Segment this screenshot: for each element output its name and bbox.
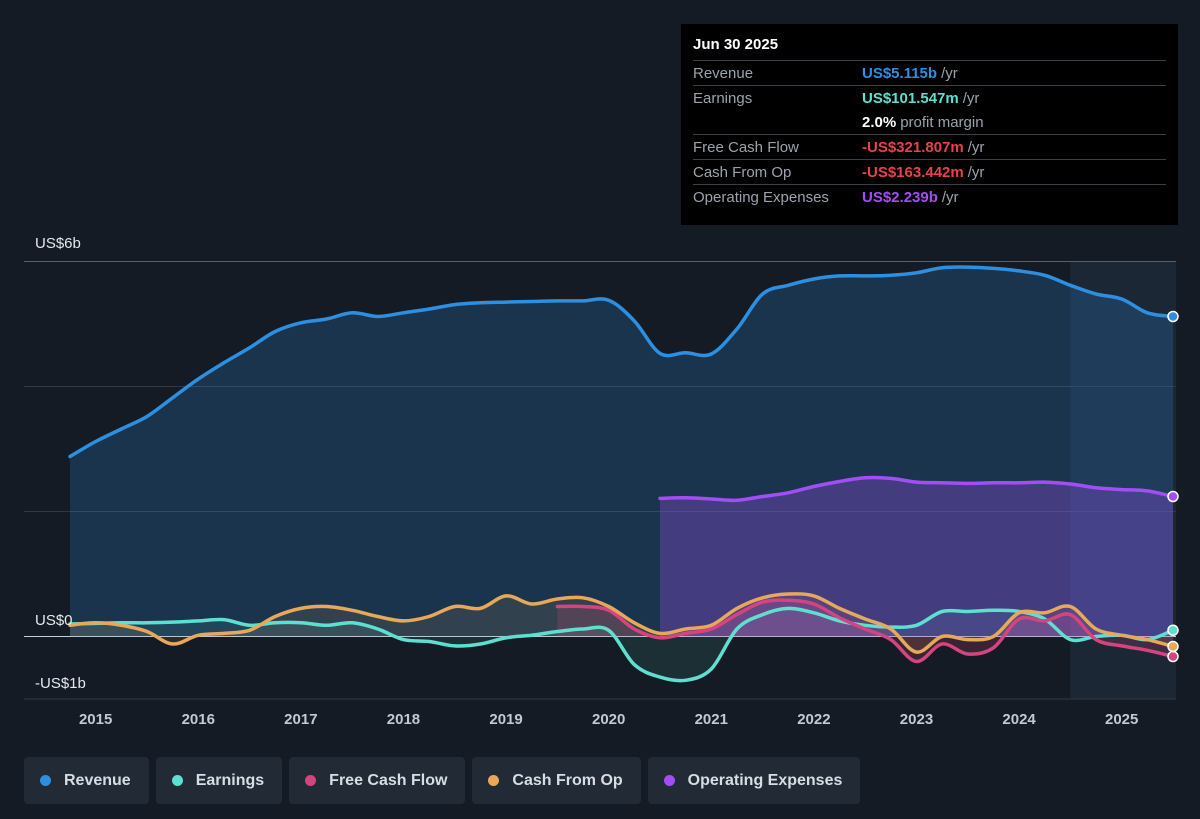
operating-expenses-end-marker xyxy=(1167,490,1179,503)
cash-from-op-area xyxy=(70,593,1173,653)
y-axis-labels: US$6b US$0 -US$1b xyxy=(35,235,86,692)
legend-label: Revenue xyxy=(64,771,131,789)
tooltip-row: Revenue US$5.115b/yr xyxy=(693,60,1166,85)
tooltip-value: US$101.547m xyxy=(862,89,959,107)
forecast-shade xyxy=(1070,261,1176,699)
y-tick-label: US$0 xyxy=(35,612,73,629)
x-tick-label: 2017 xyxy=(284,711,317,728)
tooltip-label: Earnings xyxy=(693,89,753,107)
x-tick-label: 2018 xyxy=(387,711,420,728)
tooltip-unit: /yr xyxy=(967,138,985,156)
legend-label: Cash From Op xyxy=(512,771,623,789)
tooltip-unit: /yr xyxy=(941,64,958,82)
tooltip-value: -US$321.807m xyxy=(862,138,964,156)
x-tick-label: 2021 xyxy=(695,711,728,728)
x-tick-label: 2025 xyxy=(1105,711,1138,728)
cash-from-op-line xyxy=(68,592,1175,654)
x-tick-label: 2015 xyxy=(79,711,112,728)
tooltip-unit: profit margin xyxy=(900,113,984,131)
end-point-markers xyxy=(1167,310,1179,663)
tooltip-label: Free Cash Flow xyxy=(693,138,799,156)
legend-dot-icon xyxy=(488,775,500,786)
revenue-line xyxy=(68,265,1175,459)
x-tick-label: 2016 xyxy=(182,711,215,728)
tooltip-label: Operating Expenses xyxy=(693,188,829,206)
x-tick-label: 2024 xyxy=(1002,711,1036,728)
tooltip-date: Jun 30 2025 xyxy=(693,36,779,53)
tooltip-unit: /yr xyxy=(962,89,980,107)
legend-item-free-cash-flow[interactable]: Free Cash Flow xyxy=(289,757,466,804)
operating-expenses-area xyxy=(660,477,1173,637)
operating-expenses-line xyxy=(658,475,1175,503)
legend-item-cash-from-op[interactable]: Cash From Op xyxy=(472,757,641,804)
legend-dot-icon xyxy=(663,775,675,786)
legend-item-operating-expenses[interactable]: Operating Expenses xyxy=(647,757,861,804)
legend-dot-icon xyxy=(171,775,183,786)
series-lines xyxy=(68,265,1175,683)
revenue-end-marker xyxy=(1167,310,1179,323)
x-tick-label: 2022 xyxy=(797,711,830,728)
tooltip-value: -US$163.442m xyxy=(862,163,964,181)
tooltip-unit: /yr xyxy=(941,188,959,206)
tooltip-value: 2.0% xyxy=(862,113,897,131)
revenue-area xyxy=(70,267,1173,637)
free-cash-flow-line xyxy=(555,598,1175,664)
x-tick-label: 2023 xyxy=(900,711,933,728)
legend-item-revenue[interactable]: Revenue xyxy=(24,757,149,804)
x-tick-label: 2020 xyxy=(592,711,625,728)
legend-label: Earnings xyxy=(195,771,265,789)
legend-dot-icon xyxy=(305,775,317,786)
tooltip-row: Free Cash Flow -US$321.807m/yr xyxy=(693,134,1166,159)
legend: Revenue Earnings Free Cash Flow Cash From O… xyxy=(24,757,861,804)
forecast-region xyxy=(1070,261,1176,699)
legend-item-earnings[interactable]: Earnings xyxy=(155,757,283,804)
grid xyxy=(24,261,1176,700)
earnings-line xyxy=(68,606,1175,683)
legend-label: Free Cash Flow xyxy=(329,771,448,789)
tooltip-value: US$2.239b xyxy=(862,188,938,206)
tooltip-row: Cash From Op -US$163.442m/yr xyxy=(693,159,1166,184)
y-tick-label: US$6b xyxy=(35,235,81,252)
free-cash-flow-end-marker xyxy=(1167,650,1179,663)
tooltip-row: Operating Expenses US$2.239b/yr xyxy=(693,184,1166,209)
tooltip-row: Earnings US$101.547m/yr xyxy=(693,85,1166,110)
earnings-end-marker xyxy=(1167,624,1179,636)
x-tick-label: 2019 xyxy=(489,711,522,728)
tooltip: Jun 30 2025 Revenue US$5.115b/yr Earnings U… xyxy=(681,24,1178,225)
legend-dot-icon xyxy=(40,775,51,786)
tooltip-label: Cash From Op xyxy=(693,163,792,181)
legend-label: Operating Expenses xyxy=(687,771,843,789)
y-tick-label: -US$1b xyxy=(35,675,86,692)
tooltip-label: Revenue xyxy=(693,64,754,82)
tooltip-row: 2.0% profit margin xyxy=(693,110,1166,134)
tooltip-unit: /yr xyxy=(967,163,985,181)
x-axis-labels: 2015 2016 2017 2018 2019 2020 2021 2022 2023 2024… xyxy=(79,711,1138,728)
cash-from-op-end-marker xyxy=(1167,640,1179,653)
tooltip-value: US$5.115b xyxy=(862,64,938,82)
